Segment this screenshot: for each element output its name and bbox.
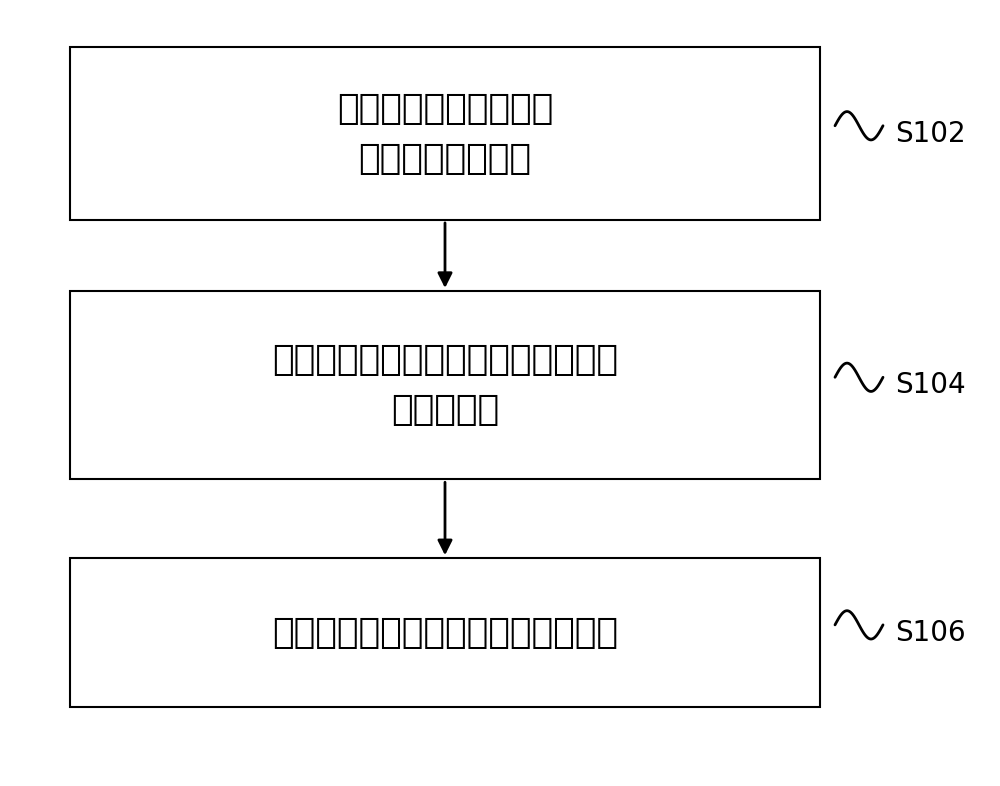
Text: 比较工作电压与预设电压的大小，得
到比较结果: 比较工作电压与预设电压的大小，得 到比较结果 <box>272 343 618 428</box>
FancyBboxPatch shape <box>70 291 820 479</box>
Text: 获取冷风扇的抽水装置
工作时的工作电压: 获取冷风扇的抽水装置 工作时的工作电压 <box>337 91 553 176</box>
Text: S102: S102 <box>895 119 966 148</box>
FancyBboxPatch shape <box>70 47 820 220</box>
Text: S104: S104 <box>895 371 966 399</box>
Text: S106: S106 <box>895 619 966 647</box>
FancyBboxPatch shape <box>70 558 820 707</box>
Text: 根据比较结果确定蓄水装置是否缺水: 根据比较结果确定蓄水装置是否缺水 <box>272 615 618 650</box>
